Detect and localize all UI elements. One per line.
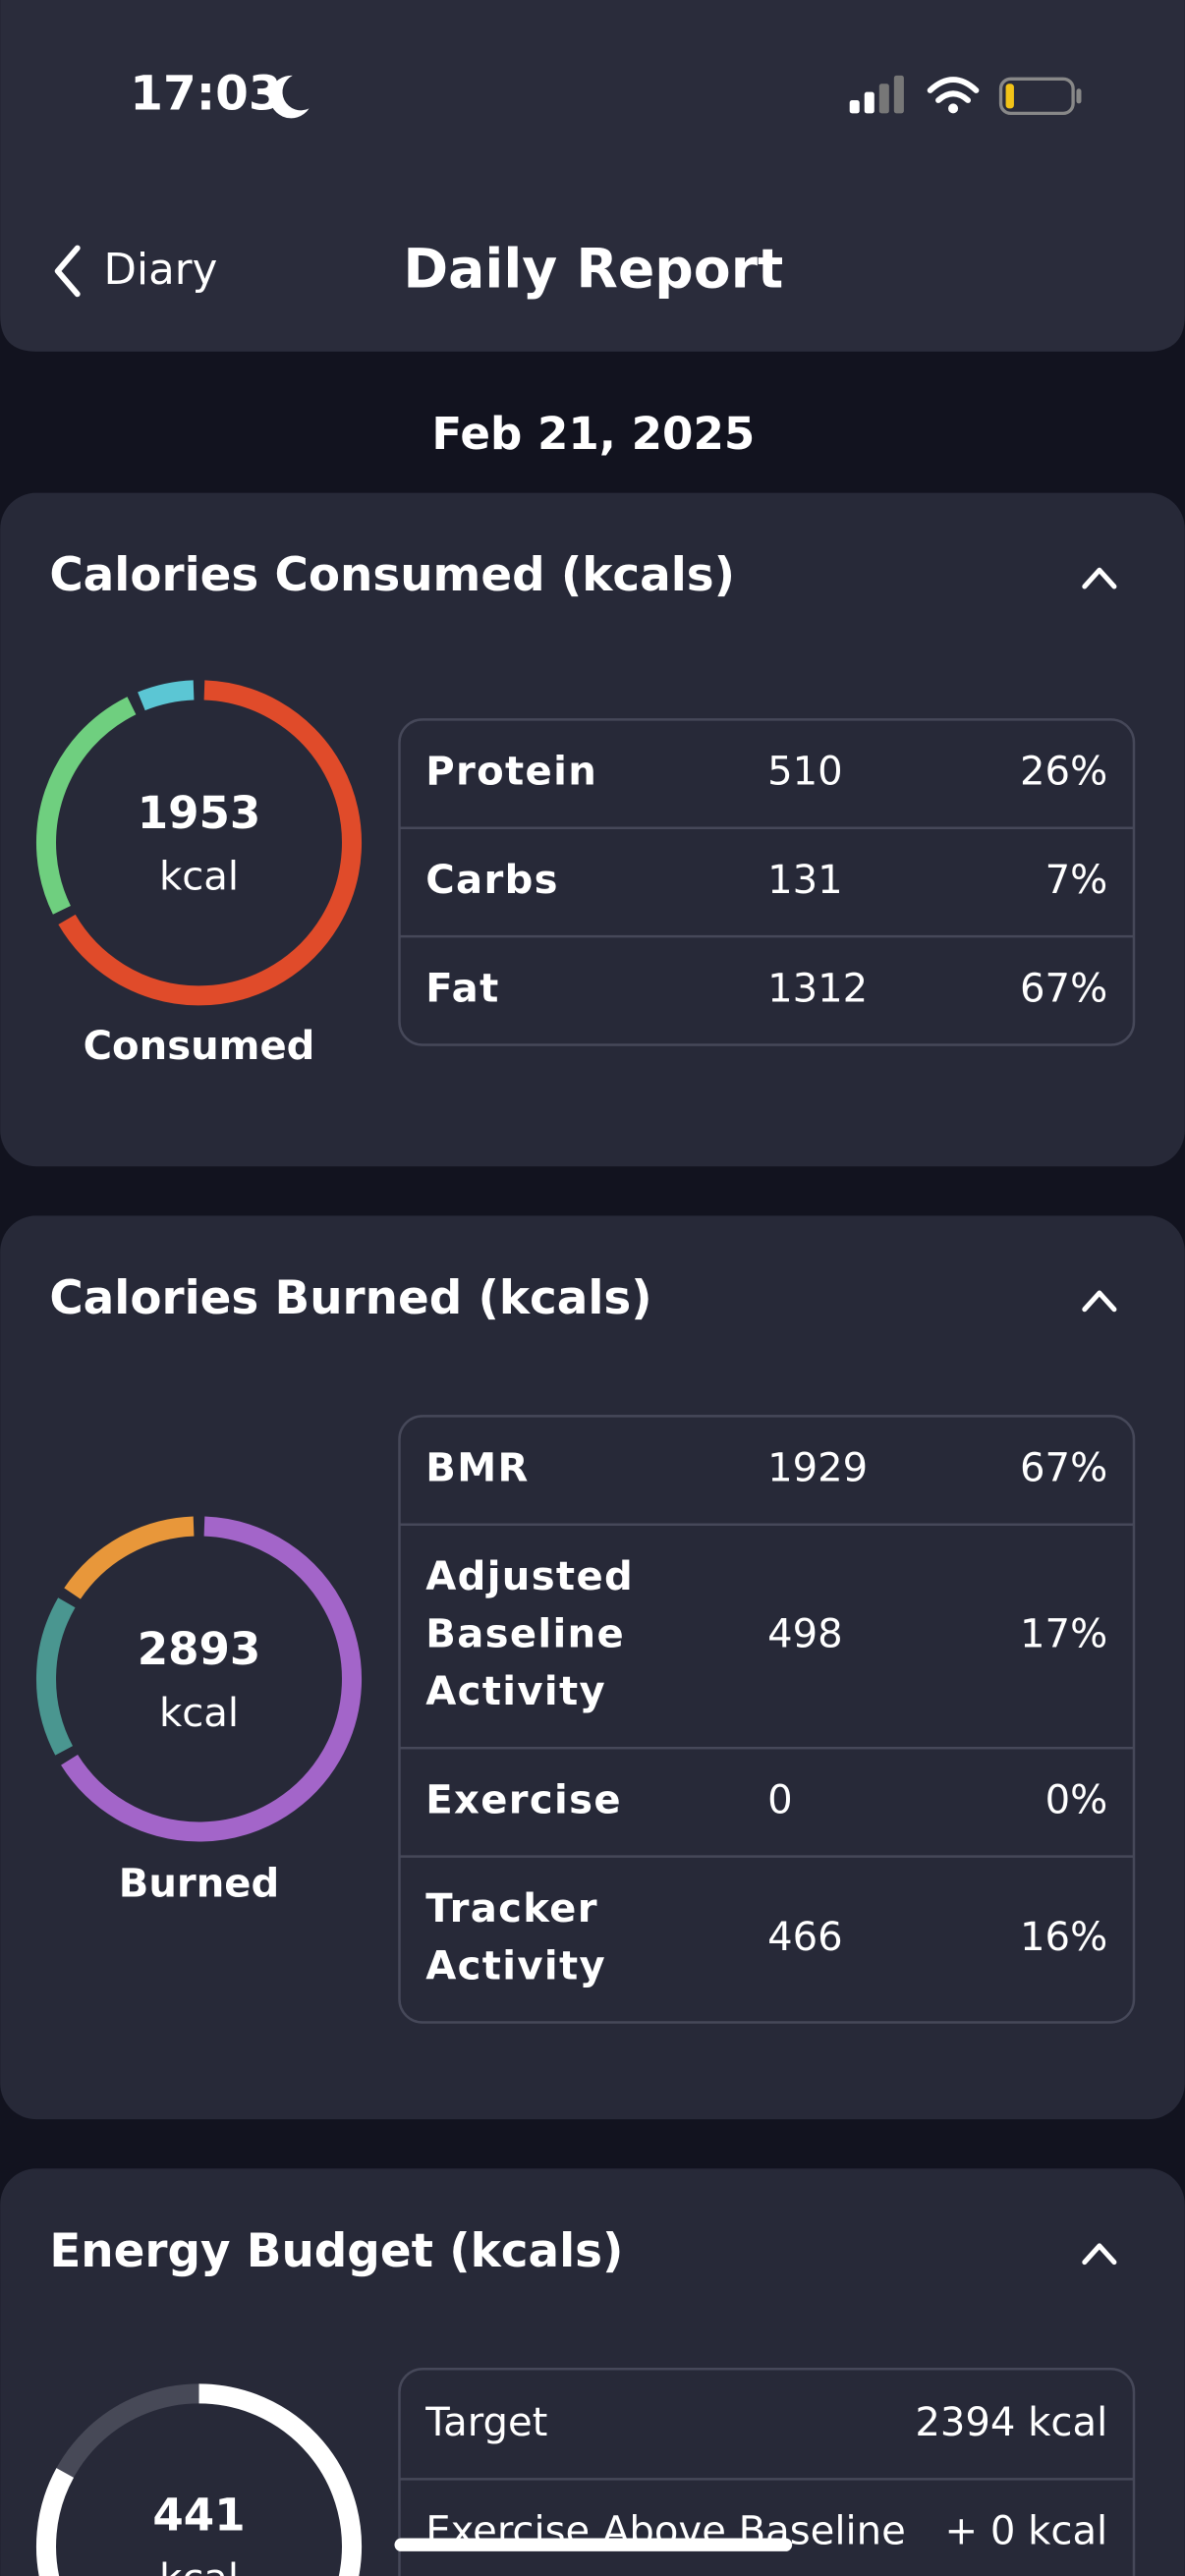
donut-total: 1953 [138, 787, 261, 839]
collapse-chevron[interactable] [1082, 1290, 1117, 1313]
time: 17:03 [130, 67, 281, 122]
signal-icon [849, 75, 904, 114]
macro-table [398, 718, 1136, 1046]
card [0, 492, 1185, 1167]
donut-segment [138, 680, 195, 711]
row-value: 0 [767, 1777, 793, 1822]
donut-unit: kcal [159, 2556, 239, 2576]
row-value: 1312 [767, 966, 868, 1011]
moon-icon [269, 75, 310, 119]
row-percent: 0% [1045, 1777, 1108, 1822]
row-label: Target [424, 2400, 547, 2445]
donut-segment [35, 1597, 76, 1756]
donut-unit: kcal [159, 855, 239, 900]
donut-segment [58, 680, 363, 1006]
battery [998, 77, 1075, 116]
row-percent: 7% [1045, 858, 1108, 903]
row-percent: 17% [1020, 1612, 1107, 1657]
budget-table [398, 2368, 1136, 2576]
wifi-dot [948, 103, 959, 114]
collapse-chevron[interactable] [1082, 2243, 1117, 2266]
section-title[interactable]: Energy Budget (kcals) [49, 2225, 623, 2278]
donut-caption: Consumed [84, 1024, 315, 1069]
row-label: Exercise [425, 1777, 622, 1822]
row-percent: 26% [1020, 750, 1107, 795]
row-value: 510 [767, 750, 843, 795]
row-value: 498 [767, 1612, 843, 1657]
donut-segment [61, 1516, 363, 1842]
row-value: 2394 kcal [915, 2400, 1107, 2445]
row-label: Carbs [425, 858, 559, 903]
row-percent: 67% [1020, 966, 1107, 1011]
donut-total: 2893 [138, 1623, 261, 1675]
row-value: 1929 [767, 1446, 868, 1491]
row-value: + 0 kcal [945, 2509, 1108, 2554]
wifi-icon [927, 77, 980, 103]
donut-segment [35, 697, 137, 915]
macro-table [398, 1415, 1136, 2024]
back-button[interactable]: Diary [104, 246, 218, 295]
card [0, 2168, 1185, 2576]
donut-unit: kcal [159, 1691, 239, 1736]
row-label: Protein [425, 750, 597, 795]
back-chevron[interactable] [54, 245, 81, 298]
row-label: Fat [425, 966, 499, 1011]
date[interactable]: Feb 21, 2025 [431, 408, 755, 460]
row-label: BMR [425, 1446, 529, 1491]
budget-arc [36, 2383, 363, 2576]
row-percent: 16% [1020, 1915, 1107, 1960]
row-label: Tracker Activity [425, 1886, 613, 1989]
section-title[interactable]: Calories Burned (kcals) [49, 1272, 651, 1325]
donut-segment [64, 1516, 195, 1599]
donut-total: 441 [152, 2489, 245, 2541]
battery-level [1005, 84, 1014, 109]
card [0, 1215, 1185, 2120]
row-percent: 67% [1020, 1446, 1107, 1491]
row-value: 131 [767, 858, 843, 903]
page-title: Daily Report [403, 239, 783, 302]
row-label: Adjusted Baseline Activity [425, 1554, 649, 1714]
section-title[interactable]: Calories Consumed (kcals) [49, 549, 735, 602]
donut-caption: Burned [119, 1862, 279, 1907]
battery-cap [1076, 88, 1082, 104]
home-indicator [394, 2538, 793, 2551]
row-value: 466 [767, 1915, 843, 1960]
collapse-chevron[interactable] [1082, 567, 1117, 589]
